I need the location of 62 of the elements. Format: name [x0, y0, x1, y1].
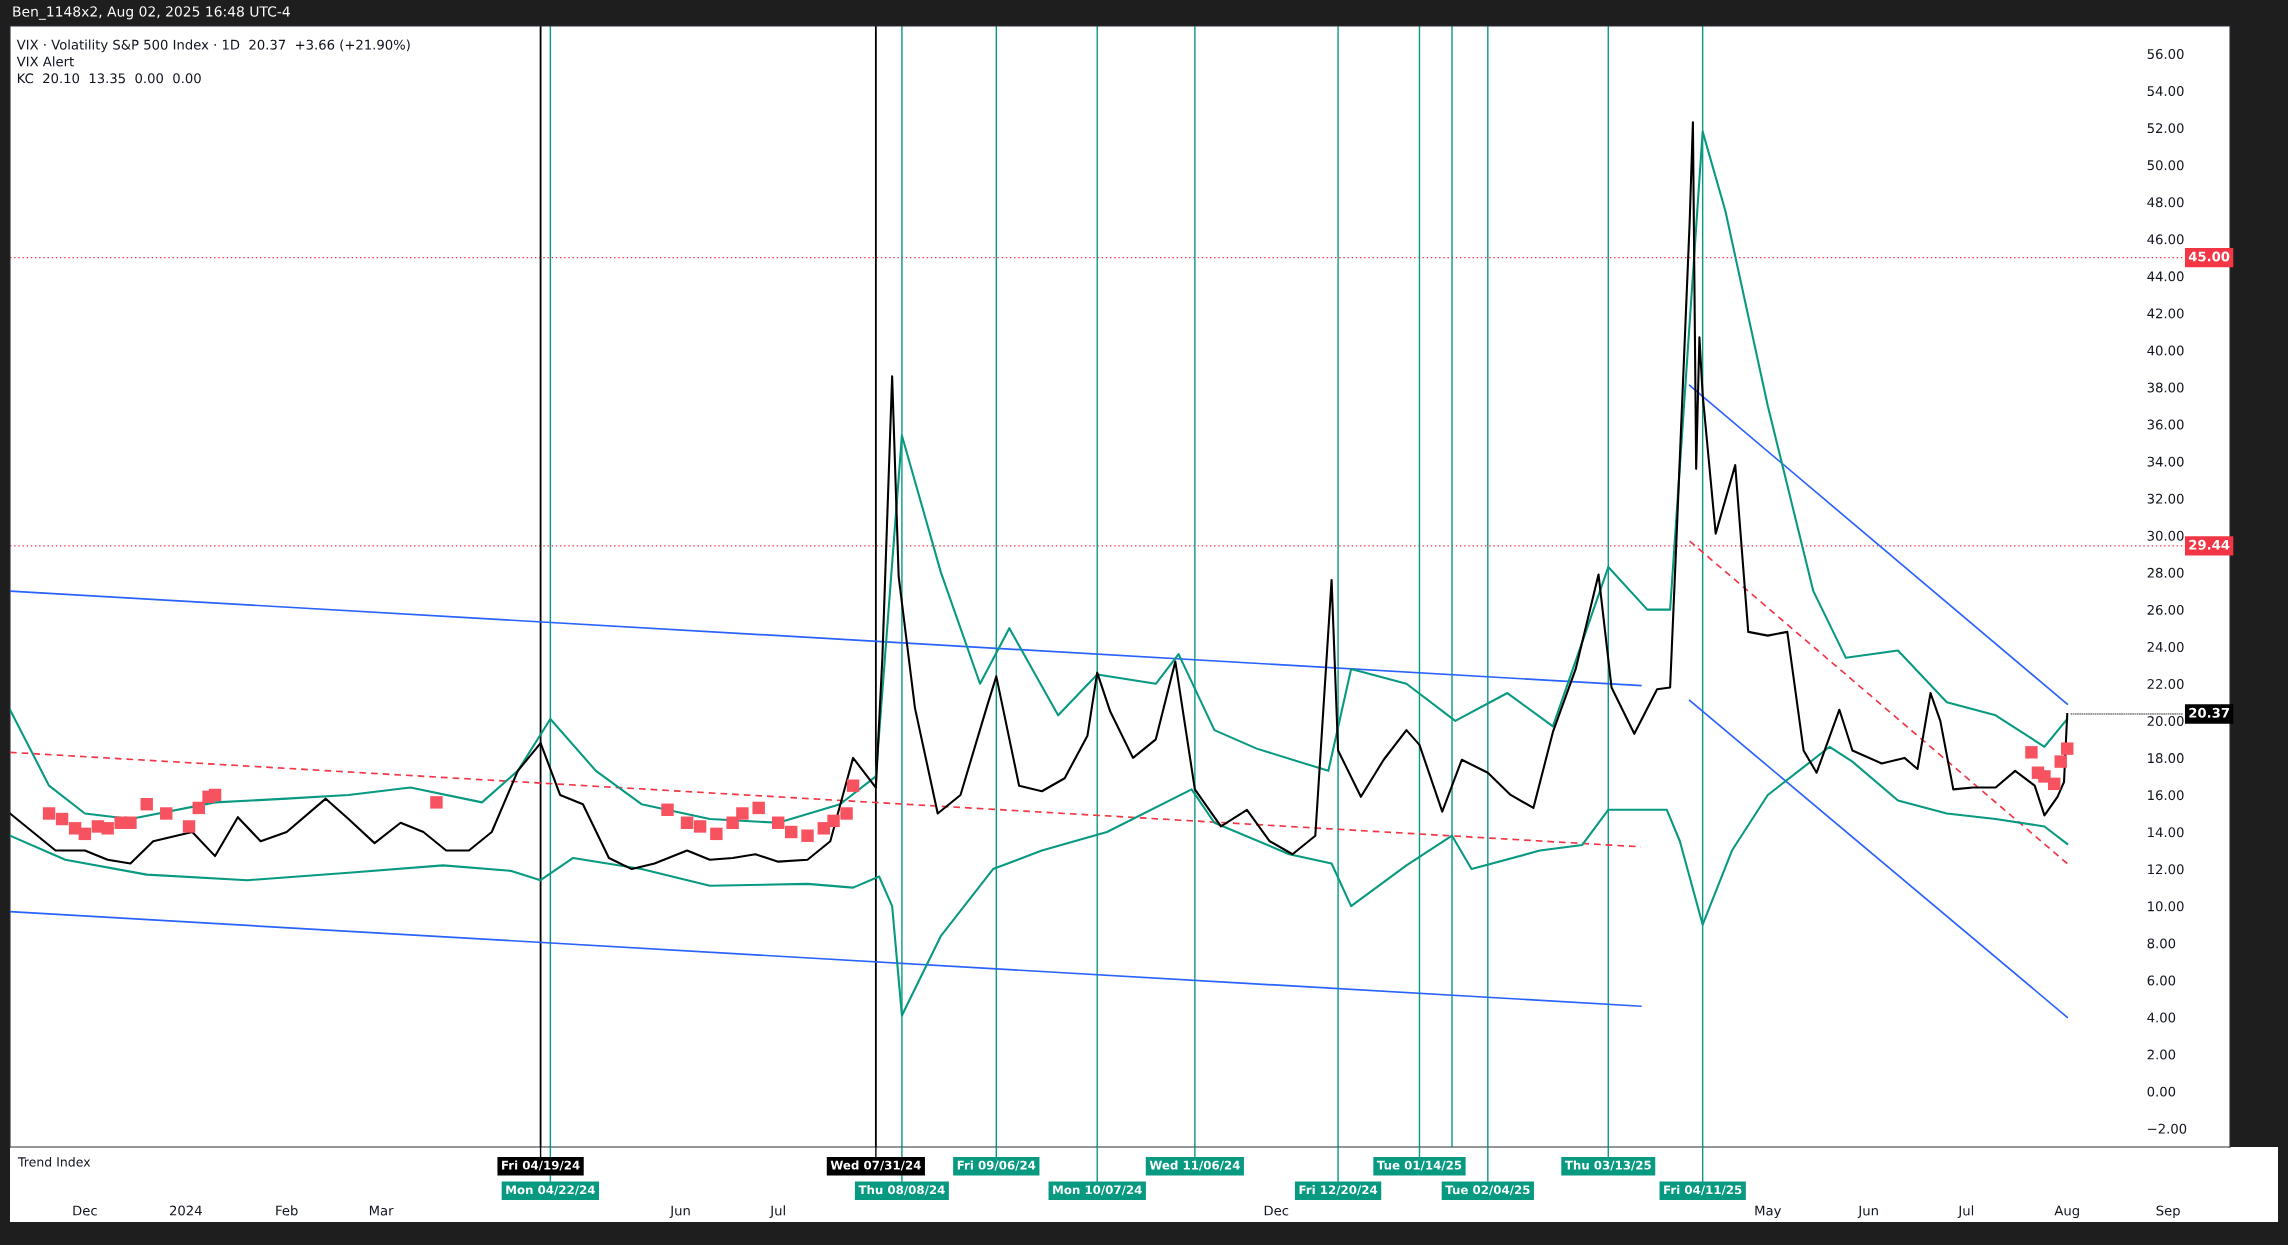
ref-line-label: Fri 09/06/24 — [957, 1160, 1036, 1171]
annotation: 20.37 — [2189, 707, 2229, 718]
y-tick-label: 36.00 — [2147, 419, 2184, 430]
x-tick-label: Dec — [73, 1205, 97, 1216]
ref-line-label: Wed 11/06/24 — [1149, 1160, 1240, 1171]
annotation: VIX Alert — [16, 56, 74, 67]
y-tick-label: 18.00 — [2148, 753, 2184, 764]
y-tick-label: 56.00 — [2147, 49, 2184, 59]
ref-line-label: Fri 12/20/24 — [1299, 1185, 1378, 1196]
y-tick-label: 50.00 — [2147, 160, 2184, 171]
chart-title: Ben_1148x2, Aug 02, 2025 16:48 UTC-4 — [13, 6, 290, 20]
ref-line-label: Mon 04/22/24 — [506, 1185, 595, 1196]
y-tick-label: 54.00 — [2147, 86, 2184, 97]
x-tick-label: Feb — [276, 1205, 298, 1216]
x-tick-label: 2024 — [169, 1205, 202, 1216]
x-tick-label: May — [1755, 1205, 1782, 1219]
y-tick-label: 46.00 — [2147, 234, 2184, 245]
y-tick-label: −2.00 — [2148, 1123, 2187, 1134]
y-tick-label: 26.00 — [2147, 604, 2184, 615]
y-tick-label: 34.00 — [2147, 456, 2184, 467]
ref-line-label: 45.00 — [2188, 251, 2230, 262]
y-tick-label: 44.00 — [2147, 271, 2184, 282]
x-tick-label: Jun — [669, 1205, 690, 1218]
ref-line-label: Thu 08/08/24 — [858, 1185, 945, 1196]
x-tick-label: Jun — [1857, 1205, 1878, 1218]
x-tick-label: Sep — [2156, 1205, 2180, 1219]
y-tick-label: 10.00 — [2148, 901, 2184, 912]
y-tick-label: 42.00 — [2147, 308, 2184, 319]
y-tick-label: 2.00 — [2147, 1049, 2176, 1060]
y-tick-label: 28.00 — [2147, 567, 2184, 578]
x-tick-label: Mar — [369, 1205, 394, 1216]
y-tick-label: 8.00 — [2147, 938, 2176, 949]
y-tick-label: 0.00 — [2147, 1086, 2176, 1097]
ref-line-label: Tue 02/04/25 — [1445, 1185, 1530, 1196]
y-tick-label: 30.00 — [2147, 530, 2184, 541]
ref-line-label: Mon 10/07/24 — [1053, 1185, 1142, 1196]
y-tick-label: 20.00 — [2147, 716, 2184, 727]
ref-line-label: Thu 03/13/25 — [1564, 1160, 1651, 1171]
y-tick-label: 16.00 — [2148, 790, 2184, 801]
y-tick-label: 38.00 — [2147, 382, 2184, 393]
x-tick-label: Dec — [1264, 1205, 1289, 1216]
y-tick-label: 12.00 — [2148, 864, 2184, 875]
y-tick-label: 32.00 — [2147, 493, 2184, 504]
ref-line-label: Fri 04/19/24 — [502, 1160, 580, 1171]
ref-line-label: Wed 07/31/24 — [830, 1160, 921, 1171]
y-tick-label: 40.00 — [2147, 345, 2184, 356]
y-tick-label: 48.00 — [2147, 197, 2184, 208]
ref-line-label: Fri 04/11/25 — [1664, 1185, 1742, 1196]
y-tick-label: 52.00 — [2147, 123, 2184, 134]
annotation: KC 20.10 13.35 0.00 0.00 — [17, 73, 201, 84]
annotation: VIX · Volatility S&P 500 Index · 1D 20.37 +3.66 (+21.90%) — [16, 39, 410, 53]
ref-line-label: Tue 01/14/25 — [1376, 1160, 1462, 1171]
x-tick-label: Aug — [2054, 1205, 2079, 1219]
x-tick-label: Jul — [769, 1205, 785, 1218]
x-tick-label: Jul — [1957, 1205, 1974, 1218]
ref-line-label: 29.44 — [2189, 539, 2230, 550]
y-tick-label: 14.00 — [2148, 827, 2184, 838]
y-tick-label: 4.00 — [2147, 1012, 2176, 1023]
y-tick-label: 22.00 — [2147, 679, 2184, 689]
y-tick-label: 24.00 — [2147, 641, 2184, 652]
text: Trend Index — [17, 1156, 91, 1167]
y-tick-label: 6.00 — [2147, 975, 2176, 986]
